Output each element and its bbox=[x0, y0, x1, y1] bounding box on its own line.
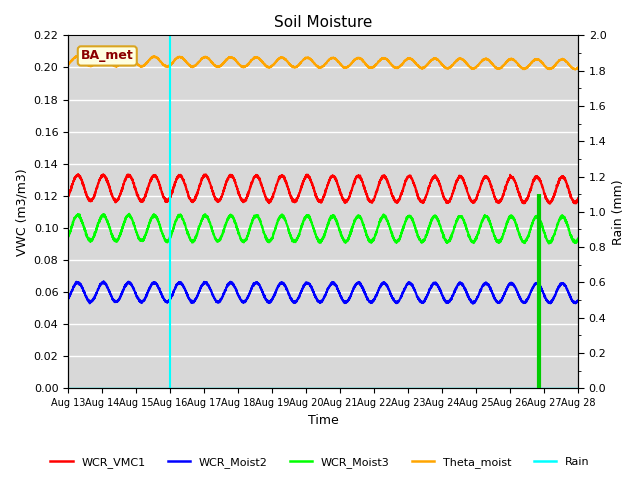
WCR_Moist2 bbox=[469, 301, 477, 307]
WCR_Moist3 bbox=[207, 223, 214, 229]
Y-axis label: VWC (m3/m3): VWC (m3/m3) bbox=[15, 168, 28, 256]
Legend: WCR_VMC1, WCR_Moist2, WCR_Moist3, Theta_moist, Rain: WCR_VMC1, WCR_Moist2, WCR_Moist3, Theta_… bbox=[46, 452, 594, 472]
WCR_VMC1 bbox=[207, 182, 214, 188]
WCR_Moist3 bbox=[574, 236, 582, 242]
Line: Theta_moist: Theta_moist bbox=[68, 56, 579, 70]
Y-axis label: Rain (mm): Rain (mm) bbox=[612, 179, 625, 245]
WCR_Moist3 bbox=[545, 240, 553, 246]
Theta_moist bbox=[207, 59, 214, 64]
Theta_moist bbox=[575, 65, 582, 71]
WCR_VMC1 bbox=[526, 188, 534, 193]
WCR_Moist3 bbox=[173, 215, 181, 220]
WCR_Moist2 bbox=[207, 288, 214, 293]
X-axis label: Time: Time bbox=[308, 414, 339, 427]
WCR_Moist3 bbox=[64, 234, 72, 240]
WCR_VMC1 bbox=[99, 171, 107, 177]
WCR_Moist2 bbox=[64, 296, 72, 301]
WCR_VMC1 bbox=[382, 176, 390, 181]
WCR_Moist2 bbox=[100, 278, 108, 284]
Line: WCR_Moist3: WCR_Moist3 bbox=[68, 214, 579, 243]
Theta_moist bbox=[72, 53, 80, 59]
WCR_VMC1 bbox=[546, 201, 554, 206]
Text: BA_met: BA_met bbox=[81, 49, 134, 62]
WCR_VMC1 bbox=[173, 175, 181, 180]
Title: Soil Moisture: Soil Moisture bbox=[274, 15, 372, 30]
Theta_moist bbox=[382, 56, 390, 61]
WCR_Moist2 bbox=[373, 292, 381, 298]
WCR_VMC1 bbox=[574, 196, 582, 202]
Line: WCR_VMC1: WCR_VMC1 bbox=[68, 174, 579, 204]
WCR_VMC1 bbox=[575, 195, 582, 201]
Theta_moist bbox=[526, 62, 534, 68]
WCR_Moist2 bbox=[173, 281, 181, 287]
Theta_moist bbox=[373, 61, 381, 67]
Line: WCR_Moist2: WCR_Moist2 bbox=[68, 281, 579, 304]
WCR_Moist2 bbox=[382, 282, 390, 288]
Theta_moist bbox=[572, 67, 579, 72]
WCR_Moist3 bbox=[526, 227, 534, 233]
WCR_Moist3 bbox=[382, 213, 390, 219]
WCR_Moist2 bbox=[526, 291, 534, 297]
WCR_VMC1 bbox=[64, 193, 72, 199]
Theta_moist bbox=[64, 62, 72, 68]
WCR_Moist3 bbox=[373, 228, 381, 234]
Theta_moist bbox=[173, 55, 181, 61]
WCR_Moist2 bbox=[575, 298, 582, 303]
WCR_VMC1 bbox=[373, 189, 381, 195]
Theta_moist bbox=[574, 65, 582, 71]
WCR_Moist2 bbox=[574, 297, 582, 303]
WCR_Moist3 bbox=[125, 211, 133, 216]
WCR_Moist3 bbox=[575, 236, 582, 241]
